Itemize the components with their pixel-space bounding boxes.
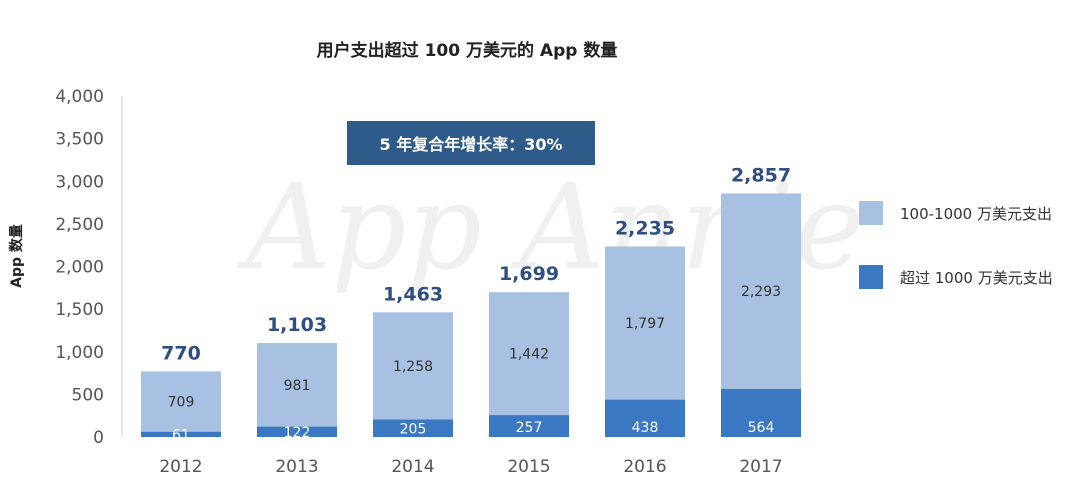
bar-segment-mid-spend [141, 371, 221, 432]
total-label: 1,103 [267, 314, 327, 336]
total-label: 1,699 [499, 263, 559, 285]
segment-label-high-spend: 564 [748, 420, 775, 436]
segment-label-mid-spend: 981 [284, 378, 311, 394]
segment-label-mid-spend: 1,442 [509, 347, 549, 363]
y-tick-label: 3,500 [55, 130, 104, 150]
segment-label-high-spend: 122 [284, 425, 311, 441]
bar-segment-mid-spend [373, 312, 453, 420]
annotation-box [347, 121, 595, 165]
bar-segment-mid-spend [489, 292, 569, 416]
bar-segment-high-spend [489, 415, 569, 437]
y-tick-label: 1,000 [55, 343, 104, 363]
y-tick-label: 1,500 [55, 300, 104, 320]
bar-segment-mid-spend [605, 246, 685, 400]
bar-segment-mid-spend [721, 193, 801, 389]
legend: 100-1000 万美元支出 超过 1000 万美元支出 [859, 201, 1053, 289]
bar-segment-high-spend [605, 399, 685, 437]
y-tick-label: 2,000 [55, 258, 104, 278]
x-tick-label: 2012 [159, 457, 202, 477]
total-label: 770 [161, 342, 201, 364]
bar-segment-mid-spend [257, 342, 337, 427]
bar-segment-high-spend [721, 388, 801, 437]
y-tick-label: 3,000 [55, 172, 104, 192]
x-tick-label: 2015 [507, 457, 550, 477]
bar-segment-high-spend [141, 431, 221, 437]
total-label: 1,463 [383, 283, 443, 305]
annotation-text: 5 年复合年增长率：30% [379, 135, 562, 154]
bar-segment-high-spend [373, 419, 453, 437]
legend-swatch-mid-spend [859, 201, 883, 225]
segment-label-high-spend: 438 [632, 420, 659, 436]
x-tick-label: 2014 [391, 457, 434, 477]
y-tick-label: 4,000 [55, 87, 104, 107]
segment-label-mid-spend: 1,258 [393, 359, 433, 375]
annotation: 5 年复合年增长率：30% [347, 121, 595, 165]
x-tick-label: 2016 [623, 457, 666, 477]
segment-label-mid-spend: 2,293 [741, 284, 781, 300]
y-tick-label: 500 [72, 385, 104, 405]
segment-label-high-spend: 61 [172, 427, 190, 443]
y-tick-label: 2,500 [55, 215, 104, 235]
segment-label-mid-spend: 709 [168, 395, 195, 411]
legend-label-high-spend: 超过 1000 万美元支出 [900, 269, 1053, 287]
segment-label-high-spend: 257 [516, 420, 543, 436]
x-tick-label: 2017 [739, 457, 782, 477]
y-tick-label: 0 [93, 428, 104, 448]
segment-label-mid-spend: 1,797 [625, 316, 665, 332]
total-label: 2,235 [615, 217, 675, 239]
x-tick-label: 2013 [275, 457, 318, 477]
bars: 709 61 770 2012 981 122 1,103 2013 1,258 205 1,463… [141, 164, 801, 477]
bar-segment-high-spend [257, 426, 337, 437]
chart-title: 用户支出超过 100 万美元的 App 数量 [317, 40, 618, 61]
y-ticks: 0 500 1,000 1,500 2,000 2,500 3,000 3,500 4,000 [55, 87, 104, 448]
legend-label-mid-spend: 100-1000 万美元支出 [900, 205, 1052, 223]
y-axis-label: App 数量 [8, 224, 25, 288]
total-label: 2,857 [731, 164, 791, 186]
legend-swatch-high-spend [859, 265, 883, 289]
segment-label-high-spend: 205 [400, 421, 427, 437]
